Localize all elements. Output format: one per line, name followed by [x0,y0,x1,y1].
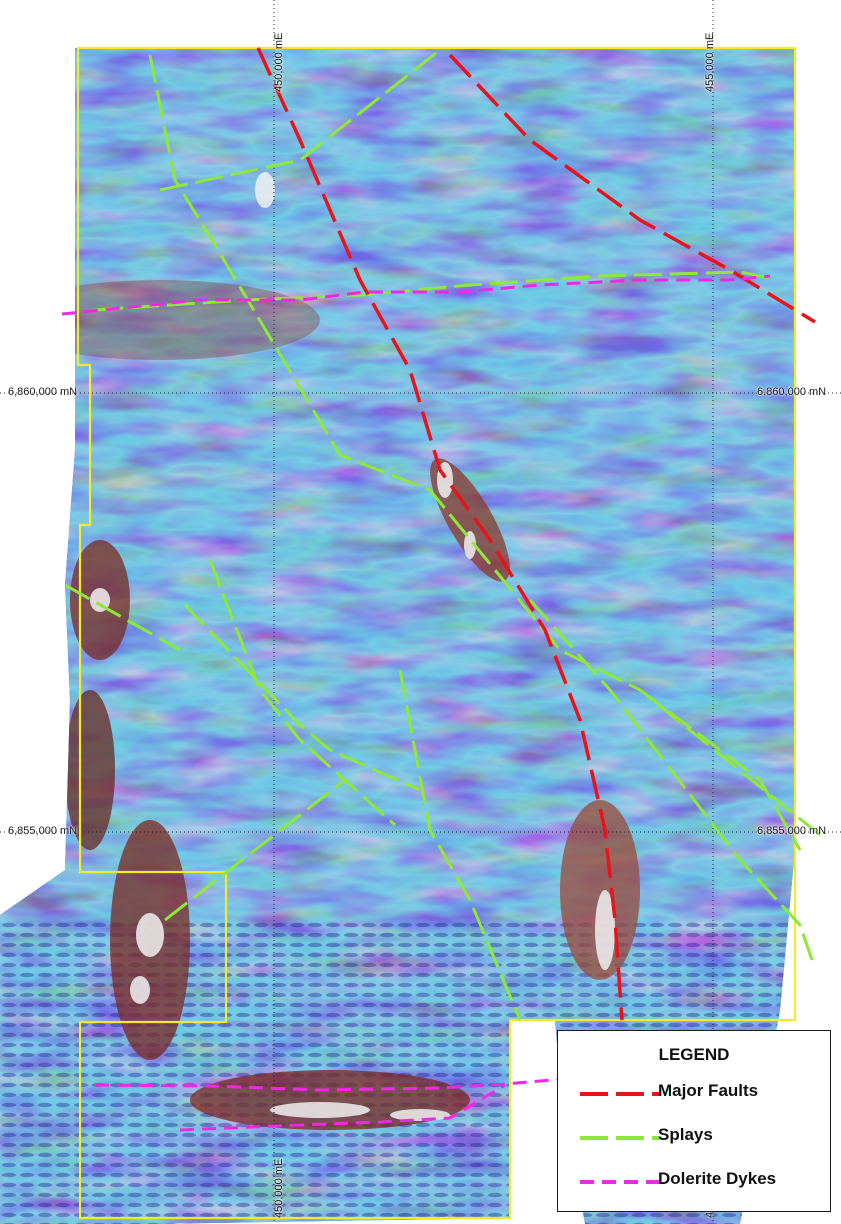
legend-item-major-faults: Major Faults [558,1079,830,1107]
tenement-boundary [76,46,797,1220]
legend-label: Dolerite Dykes [658,1169,777,1188]
easting-label-450: 450,000 mE [273,32,285,92]
legend-title: LEGEND [658,1045,730,1064]
dolerite-dykes [61,274,771,1132]
dolerite-dykes-symbol [580,1180,660,1184]
northing-label-6855-left: 6,855,000 mN [8,825,78,837]
legend-item-dolerite-dykes: Dolerite Dykes [558,1167,830,1195]
map-legend: LEGEND Major Faults Splays Dolerite Dyke… [557,1030,831,1212]
easting-label-455: 455,000 mE [704,32,716,92]
easting-label-450-bottom: 450,000 mE [273,1158,285,1218]
northing-label-6860-right: 6,860,000 mN [757,386,827,398]
splays-symbol [580,1136,660,1140]
legend-label: Major Faults [658,1081,759,1100]
legend-item-splays: Splays [558,1123,830,1151]
legend-label: Splays [658,1125,713,1144]
northing-label-6855-right: 6,855,000 mN [757,825,827,837]
major-faults [256,47,816,1021]
northing-label-6860-left: 6,860,000 mN [8,386,78,398]
major-faults-symbol [580,1092,660,1096]
